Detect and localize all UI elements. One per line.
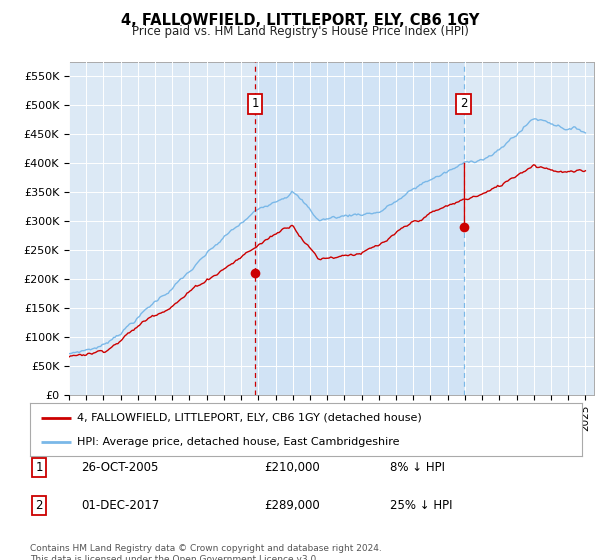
Text: 2: 2 <box>35 499 43 512</box>
Text: Price paid vs. HM Land Registry's House Price Index (HPI): Price paid vs. HM Land Registry's House … <box>131 25 469 38</box>
Text: 26-OCT-2005: 26-OCT-2005 <box>81 461 158 474</box>
Text: 25% ↓ HPI: 25% ↓ HPI <box>390 499 452 512</box>
Text: £289,000: £289,000 <box>264 499 320 512</box>
Text: 1: 1 <box>35 461 43 474</box>
Text: 4, FALLOWFIELD, LITTLEPORT, ELY, CB6 1GY (detached house): 4, FALLOWFIELD, LITTLEPORT, ELY, CB6 1GY… <box>77 413 422 423</box>
Text: 8% ↓ HPI: 8% ↓ HPI <box>390 461 445 474</box>
Text: HPI: Average price, detached house, East Cambridgeshire: HPI: Average price, detached house, East… <box>77 437 400 447</box>
Text: 1: 1 <box>251 97 259 110</box>
Text: 4, FALLOWFIELD, LITTLEPORT, ELY, CB6 1GY: 4, FALLOWFIELD, LITTLEPORT, ELY, CB6 1GY <box>121 13 479 28</box>
Bar <box>255 62 464 395</box>
Text: 2: 2 <box>460 97 467 110</box>
Text: 01-DEC-2017: 01-DEC-2017 <box>81 499 159 512</box>
Text: £210,000: £210,000 <box>264 461 320 474</box>
Text: Contains HM Land Registry data © Crown copyright and database right 2024.
This d: Contains HM Land Registry data © Crown c… <box>30 544 382 560</box>
